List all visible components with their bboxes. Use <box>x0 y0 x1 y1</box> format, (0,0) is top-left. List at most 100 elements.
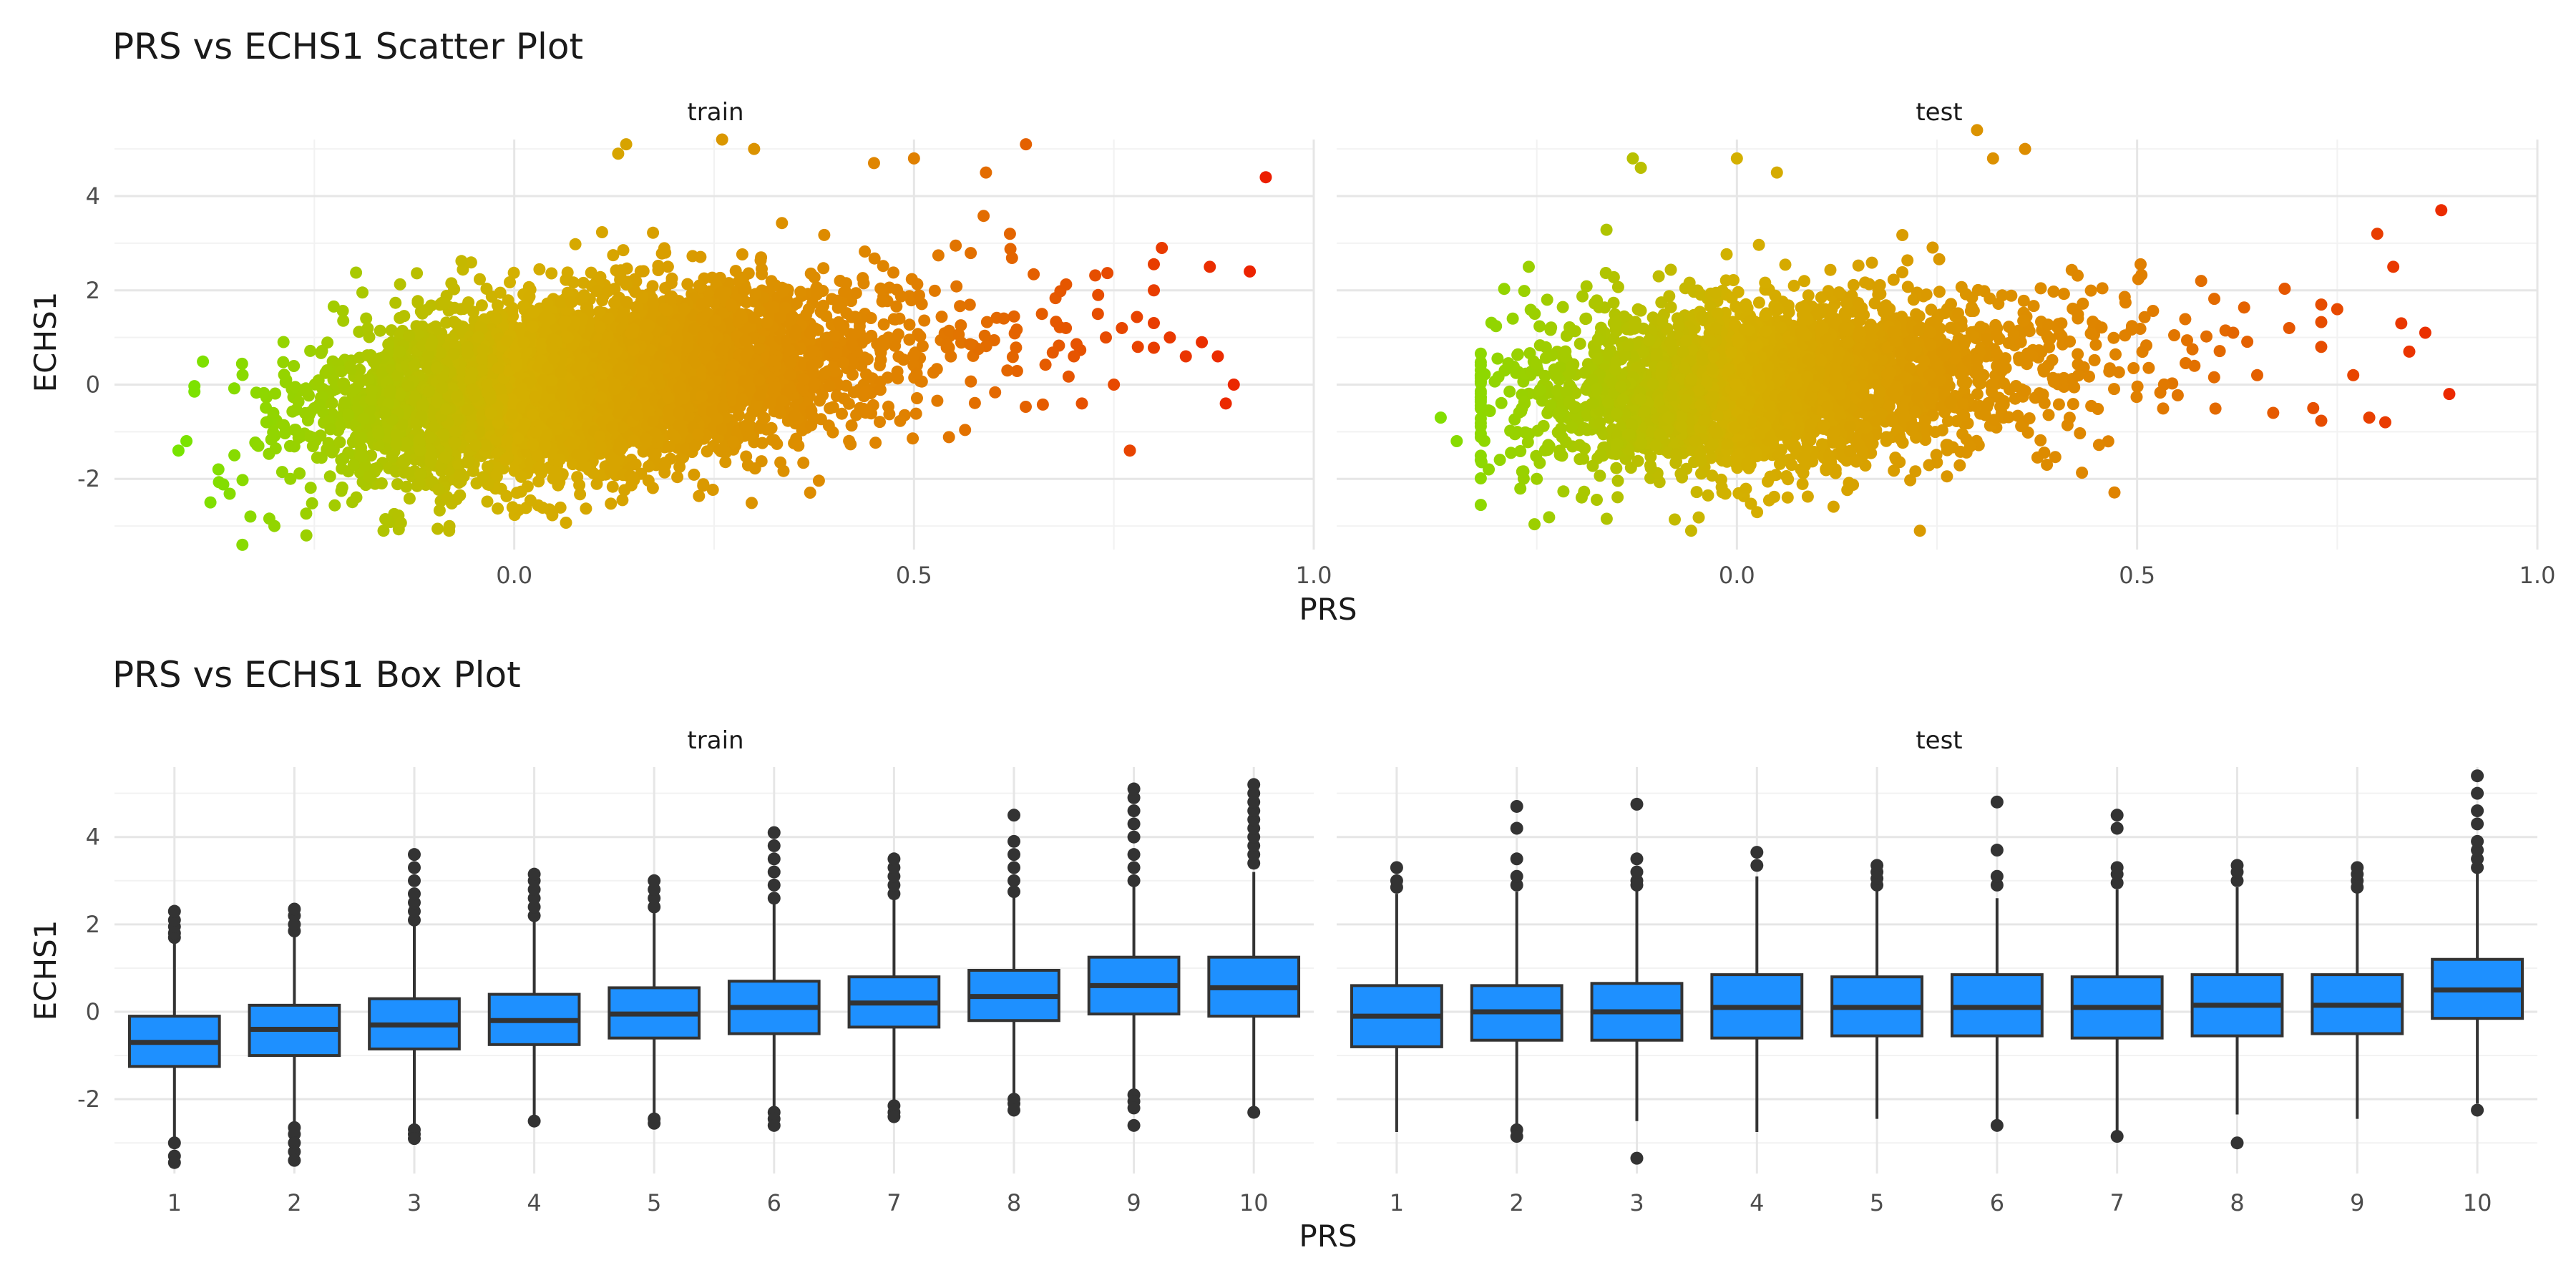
scatter-point <box>800 308 813 321</box>
scatter-point <box>338 377 351 390</box>
scatter-point <box>269 442 282 455</box>
scatter-point <box>462 347 474 360</box>
scatter-point <box>277 356 290 369</box>
scatter-point <box>304 482 317 494</box>
scatter-point <box>628 434 640 447</box>
scatter-point <box>1046 346 1059 359</box>
scatter-point <box>836 407 848 420</box>
scatter-point <box>890 300 903 313</box>
scatter-point <box>321 364 333 376</box>
scatter-point <box>445 277 458 290</box>
scatter-point <box>638 353 650 366</box>
scatter-point <box>859 386 872 399</box>
scatter-point <box>449 436 462 449</box>
scatter-point <box>963 298 976 311</box>
scatter-point <box>868 252 881 265</box>
scatter-point <box>606 480 619 493</box>
scatter-point <box>401 379 414 392</box>
scatter-point <box>461 456 474 469</box>
scatter-point <box>703 379 716 391</box>
scatter-point <box>327 300 340 313</box>
scatter-point <box>605 497 618 510</box>
scatter-point <box>1101 267 1114 280</box>
scatter-point <box>504 276 516 288</box>
scatter-point <box>838 392 850 405</box>
scatter-point <box>659 246 672 259</box>
scatter-point <box>637 265 650 278</box>
scatter-point <box>235 357 248 370</box>
scatter-point <box>805 419 818 431</box>
scatter-point <box>481 460 494 473</box>
scatter-point <box>642 474 655 487</box>
scatter-point <box>968 396 981 409</box>
scatter-point <box>771 437 784 450</box>
scatter-point <box>735 308 748 321</box>
scatter-point <box>823 380 836 393</box>
scatter-point <box>928 284 941 297</box>
scatter-point <box>647 226 660 239</box>
x-tick-label: 1.0 <box>1296 562 1332 589</box>
scatter-point <box>300 507 313 520</box>
scatter-point <box>389 296 402 309</box>
scatter-point <box>464 256 477 269</box>
scatter-point <box>356 286 369 299</box>
scatter-point <box>1148 258 1160 270</box>
scatter-point <box>499 454 512 467</box>
scatter-point <box>978 329 991 342</box>
scatter-point <box>846 369 859 381</box>
scatter-point <box>223 487 236 500</box>
scatter-point <box>883 408 896 421</box>
scatter-point <box>350 266 363 279</box>
scatter-point <box>742 267 755 280</box>
scatter-point <box>729 265 742 278</box>
scatter-point <box>753 342 766 355</box>
scatter-point <box>965 247 977 260</box>
scatter-point <box>715 343 728 356</box>
scatter-point <box>954 300 967 313</box>
scatter-point <box>753 374 766 386</box>
scatter-point <box>761 316 774 328</box>
x-tick-label: 0.5 <box>896 562 932 589</box>
scatter-point <box>290 404 303 416</box>
scatter-point <box>790 297 803 310</box>
scatter-point <box>911 278 924 291</box>
scatter-point <box>452 413 464 426</box>
scatter-point <box>424 431 437 444</box>
scatter-point <box>892 372 904 385</box>
scatter-point <box>333 436 346 449</box>
scatter-point <box>997 312 1010 325</box>
scatter-point <box>1006 351 1019 364</box>
scatter-point <box>541 297 554 310</box>
scatter-point <box>719 456 732 469</box>
scatter-point <box>910 367 923 380</box>
scatter-point <box>869 436 882 449</box>
scatter-point <box>386 451 399 464</box>
scatter-point <box>887 266 899 279</box>
scatter-point <box>935 311 948 323</box>
scatter-point <box>857 277 870 290</box>
scatter-points-train <box>172 133 1272 551</box>
scatter-point <box>831 294 844 307</box>
scatter-point <box>536 502 549 514</box>
scatter-point <box>616 494 629 507</box>
scatter-point <box>807 345 820 358</box>
scatter-point <box>819 367 831 380</box>
scatter-point <box>640 433 653 446</box>
scatter-strip-train: train <box>687 98 743 127</box>
scatter-point <box>832 316 845 328</box>
scatter-strip-test: test <box>1916 98 1962 127</box>
scatter-point <box>697 479 710 492</box>
scatter-point <box>1008 310 1020 323</box>
scatter-point <box>877 318 890 331</box>
scatter-point <box>1062 370 1075 383</box>
scatter-point <box>824 402 836 415</box>
scatter-point <box>738 419 751 432</box>
scatter-point <box>323 470 336 483</box>
scatter-point <box>980 316 993 328</box>
scatter-point <box>492 502 504 515</box>
scatter-point <box>643 460 655 473</box>
scatter-point <box>275 466 288 479</box>
